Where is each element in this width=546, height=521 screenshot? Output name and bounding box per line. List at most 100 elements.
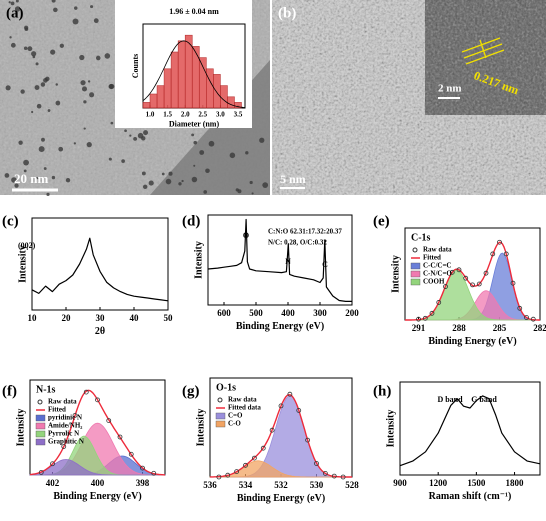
raw-point	[106, 418, 112, 423]
bar	[220, 85, 228, 109]
particle	[73, 142, 76, 145]
particle	[31, 110, 34, 114]
particle	[11, 177, 17, 183]
x-tick-label: 2.5	[198, 111, 207, 119]
particle	[259, 137, 265, 143]
raw-point	[234, 469, 240, 475]
legend-swatch	[35, 438, 46, 446]
panel-label: (g)	[182, 383, 200, 399]
particle	[95, 55, 101, 61]
particle	[205, 168, 210, 174]
raw-point	[216, 474, 222, 480]
particle	[59, 43, 65, 48]
plot-frame	[31, 217, 169, 311]
particle	[168, 171, 173, 176]
particle	[35, 62, 39, 66]
bar	[142, 102, 151, 109]
particle	[58, 146, 64, 152]
y-axis-label: Intensity	[390, 255, 401, 293]
raw-point	[61, 444, 67, 449]
x-tick-label: 3.0	[216, 111, 225, 119]
legend-marker	[217, 397, 223, 403]
particle	[121, 159, 125, 163]
particle	[193, 140, 198, 145]
bar	[227, 96, 235, 109]
raw-point	[331, 473, 337, 479]
legend-swatch	[410, 270, 421, 278]
particle	[181, 179, 184, 183]
x-axis-label: Binding Energy (eV)	[237, 493, 325, 504]
scale-bar-label: 5 nm	[280, 172, 306, 186]
component-peak	[29, 459, 165, 476]
raw-point	[443, 284, 448, 289]
hrtem-image	[272, 0, 546, 195]
particle	[79, 54, 85, 61]
raw-point	[510, 280, 516, 286]
particle	[165, 178, 172, 185]
x-axis-label: 2θ	[95, 326, 105, 337]
fitted-curve	[29, 389, 166, 476]
particle	[208, 140, 215, 147]
particle	[80, 80, 86, 86]
particle	[72, 18, 79, 25]
particle	[74, 6, 78, 10]
legend-marker	[37, 399, 43, 405]
raw-point	[260, 445, 266, 451]
annotation: N	[285, 257, 291, 266]
line	[31, 237, 169, 302]
particle	[262, 182, 269, 188]
raw-point	[83, 389, 89, 395]
x-tick-label: 20	[62, 313, 72, 323]
annotation: C:N:O 62.31:17.32:20.37	[268, 228, 342, 236]
raw-point	[497, 239, 502, 245]
particle	[34, 85, 40, 90]
raw-point	[470, 282, 475, 288]
x-tick-label: 534	[239, 480, 253, 490]
legend-label: Fitted data	[228, 404, 261, 412]
particle	[86, 142, 92, 148]
raw-point	[456, 267, 462, 273]
x-tick-label: 530	[310, 480, 324, 490]
legend-marker	[412, 247, 418, 253]
particle	[89, 92, 95, 98]
particle	[53, 7, 58, 13]
particle	[178, 182, 182, 186]
particle	[65, 177, 71, 183]
x-tick-label: 1800	[506, 478, 525, 488]
legend-label: Raw data	[48, 398, 77, 406]
particle	[18, 140, 23, 145]
x-tick-label: 536	[203, 480, 217, 490]
legend-label: pyridinic N	[48, 414, 82, 422]
particle	[32, 55, 36, 59]
raw-point	[429, 310, 435, 316]
x-axis-label: Diameter (nm)	[169, 120, 220, 129]
y-axis-label: Intensity	[15, 409, 26, 447]
particle	[108, 157, 112, 161]
y-axis-label: Intensity	[385, 410, 396, 448]
particle	[31, 51, 37, 57]
raw-point	[151, 470, 157, 476]
legend-label: Graphitic N	[48, 438, 84, 446]
legend-label: Fitted	[48, 406, 66, 414]
particle	[191, 133, 195, 137]
x-tick-label: 400	[281, 308, 295, 318]
particle	[40, 82, 46, 87]
line	[399, 395, 541, 467]
bar	[198, 57, 207, 109]
raw-point	[483, 270, 489, 276]
particle	[141, 171, 146, 176]
particle	[124, 129, 127, 133]
x-tick-label: 200	[345, 308, 359, 318]
legend-label: C=O	[228, 412, 243, 420]
panel-label: (f)	[2, 383, 17, 399]
legend-label: Amide/NH₂	[48, 422, 82, 430]
particle	[142, 184, 148, 189]
bar	[156, 85, 165, 109]
particle	[55, 83, 58, 86]
legend-swatch	[215, 412, 226, 420]
legend-swatch	[410, 262, 421, 270]
raw-point	[251, 455, 257, 461]
raw-point	[296, 407, 302, 413]
particle	[93, 18, 99, 24]
x-tick-label: 398	[136, 478, 150, 488]
